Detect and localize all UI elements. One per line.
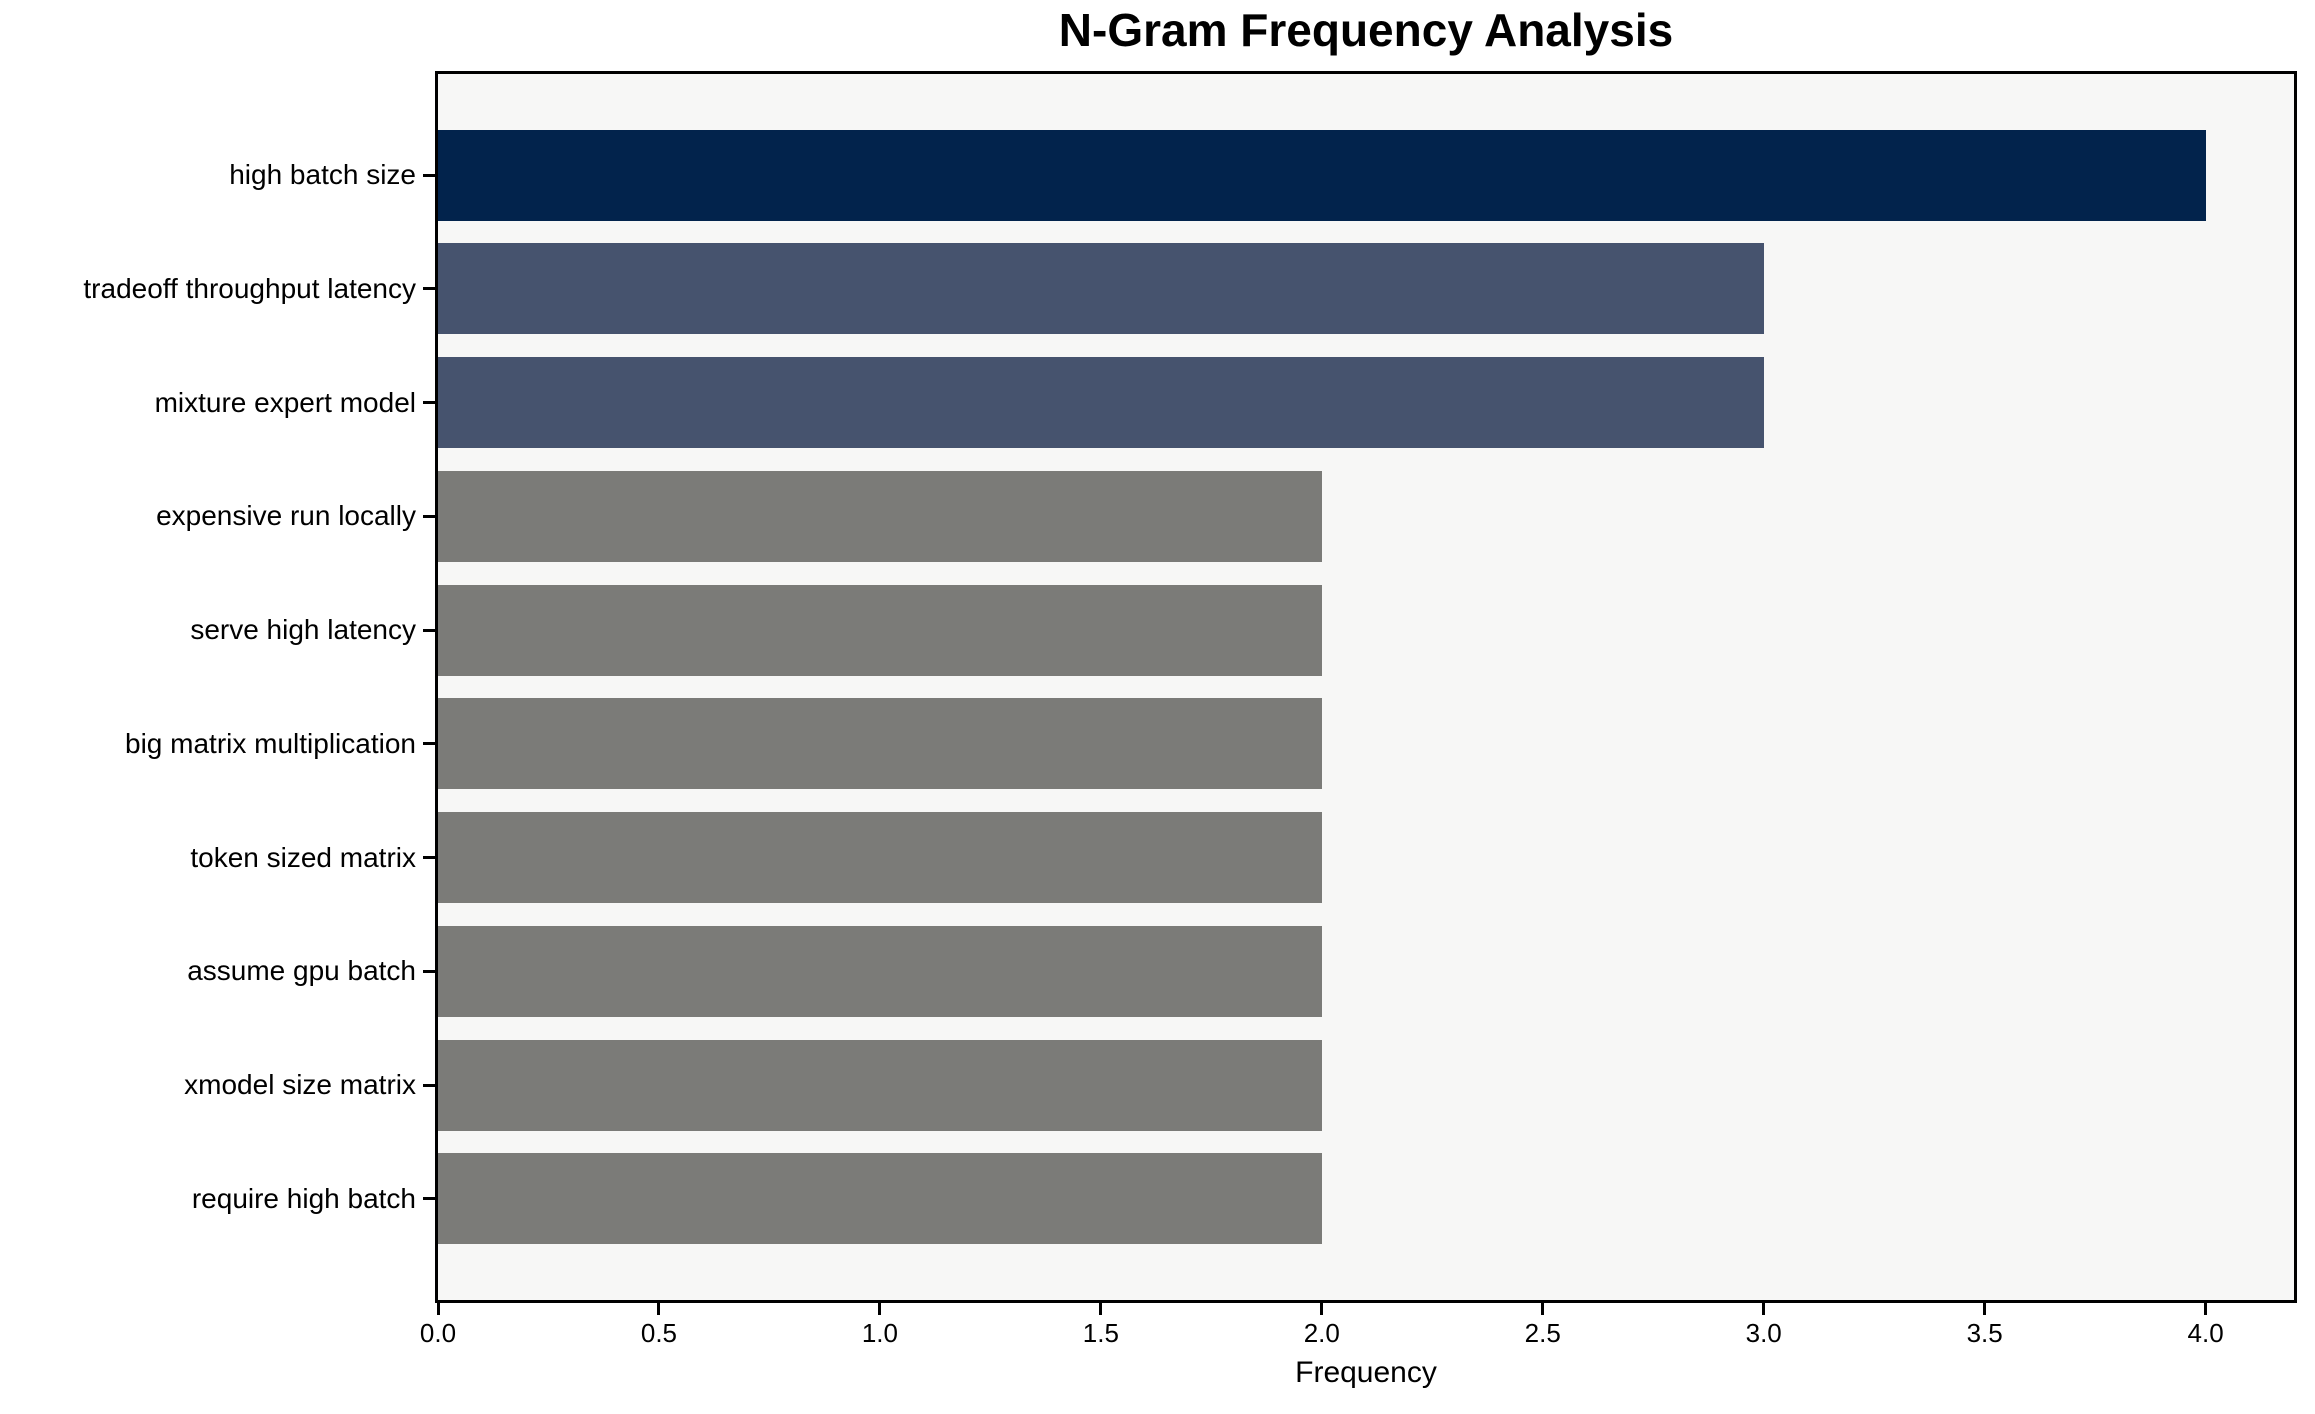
y-tick-mark xyxy=(423,1197,435,1201)
x-tick-mark xyxy=(1320,1303,1324,1315)
x-tick-label: 1.5 xyxy=(1082,1318,1119,1348)
y-tick-mark xyxy=(423,1083,435,1087)
bar-high-batch-size xyxy=(438,129,2206,221)
y-tick-mark xyxy=(423,856,435,860)
y-tick-mark xyxy=(423,287,435,291)
x-tick-label: 2.5 xyxy=(1524,1318,1561,1348)
bar-xmodel-size-matrix xyxy=(438,1039,1322,1131)
y-tick-label: mixture expert model xyxy=(154,386,416,418)
x-tick-label: 0.5 xyxy=(640,1318,678,1348)
bar-token-sized-matrix xyxy=(438,812,1322,904)
y-tick-mark xyxy=(423,173,435,177)
x-tick-label: 3.0 xyxy=(1745,1318,1782,1348)
y-tick-label: big matrix multiplication xyxy=(125,727,416,759)
x-tick-mark xyxy=(657,1303,661,1315)
y-tick-label: token sized matrix xyxy=(190,841,416,873)
x-tick-label: 3.5 xyxy=(1966,1318,2003,1348)
y-tick-mark xyxy=(423,514,435,518)
plot-area xyxy=(435,71,2297,1303)
bar-require-high-batch xyxy=(438,1153,1322,1245)
y-tick-label: assume gpu batch xyxy=(187,955,416,987)
x-tick-mark xyxy=(1099,1303,1103,1315)
y-tick-label: xmodel size matrix xyxy=(184,1069,416,1101)
x-tick-mark xyxy=(2204,1303,2208,1315)
x-tick-mark xyxy=(1983,1303,1987,1315)
x-tick-label: 0.0 xyxy=(419,1318,457,1348)
y-tick-mark xyxy=(423,742,435,746)
y-tick-label: require high batch xyxy=(191,1182,416,1214)
bar-tradeoff-throughput-latency xyxy=(438,243,1764,335)
y-tick-mark xyxy=(423,401,435,405)
y-tick-label: serve high latency xyxy=(190,614,416,646)
bar-serve-high-latency xyxy=(438,584,1322,676)
x-tick-label: 4.0 xyxy=(2187,1318,2224,1348)
y-tick-label: high batch size xyxy=(229,159,416,191)
x-tick-mark xyxy=(878,1303,882,1315)
x-axis-title: Frequency xyxy=(1295,1356,1437,1389)
y-tick-label: tradeoff throughput latency xyxy=(83,272,416,304)
y-tick-mark xyxy=(423,969,435,973)
y-tick-label: expensive run locally xyxy=(156,500,416,532)
chart-title: N-Gram Frequency Analysis xyxy=(1058,4,1674,56)
bar-mixture-expert-model xyxy=(438,357,1764,449)
y-tick-mark xyxy=(423,628,435,632)
bar-expensive-run-locally xyxy=(438,470,1322,562)
x-tick-label: 1.0 xyxy=(861,1318,898,1348)
bar-assume-gpu-batch xyxy=(438,925,1322,1017)
x-tick-mark xyxy=(1762,1303,1766,1315)
bar-big-matrix-multiplication xyxy=(438,698,1322,790)
x-tick-mark xyxy=(1541,1303,1545,1315)
x-tick-label: 2.0 xyxy=(1303,1318,1340,1348)
x-tick-mark xyxy=(436,1303,440,1315)
